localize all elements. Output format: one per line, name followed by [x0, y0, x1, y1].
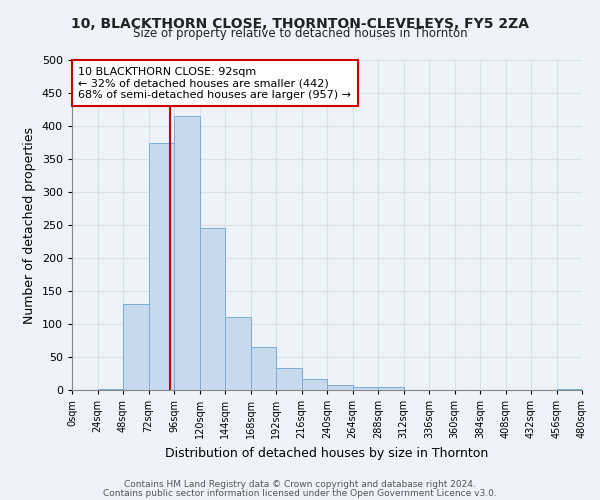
- X-axis label: Distribution of detached houses by size in Thornton: Distribution of detached houses by size …: [166, 446, 488, 460]
- Text: 10 BLACKTHORN CLOSE: 92sqm
← 32% of detached houses are smaller (442)
68% of sem: 10 BLACKTHORN CLOSE: 92sqm ← 32% of deta…: [79, 66, 352, 100]
- Bar: [123, 304, 149, 390]
- Text: Contains HM Land Registry data © Crown copyright and database right 2024.: Contains HM Land Registry data © Crown c…: [124, 480, 476, 489]
- Bar: [174, 116, 199, 390]
- Bar: [225, 318, 251, 390]
- Bar: [378, 386, 404, 390]
- Text: 10, BLACKTHORN CLOSE, THORNTON-CLEVELEYS, FY5 2ZA: 10, BLACKTHORN CLOSE, THORNTON-CLEVELEYS…: [71, 18, 529, 32]
- Bar: [149, 142, 174, 390]
- Bar: [251, 347, 276, 390]
- Text: Contains public sector information licensed under the Open Government Licence v3: Contains public sector information licen…: [103, 488, 497, 498]
- Bar: [199, 228, 225, 390]
- Text: Size of property relative to detached houses in Thornton: Size of property relative to detached ho…: [133, 28, 467, 40]
- Bar: [353, 386, 378, 390]
- Y-axis label: Number of detached properties: Number of detached properties: [23, 126, 36, 324]
- Bar: [302, 380, 327, 390]
- Bar: [557, 388, 582, 390]
- Bar: [97, 388, 123, 390]
- Bar: [327, 386, 353, 390]
- Bar: [276, 368, 302, 390]
